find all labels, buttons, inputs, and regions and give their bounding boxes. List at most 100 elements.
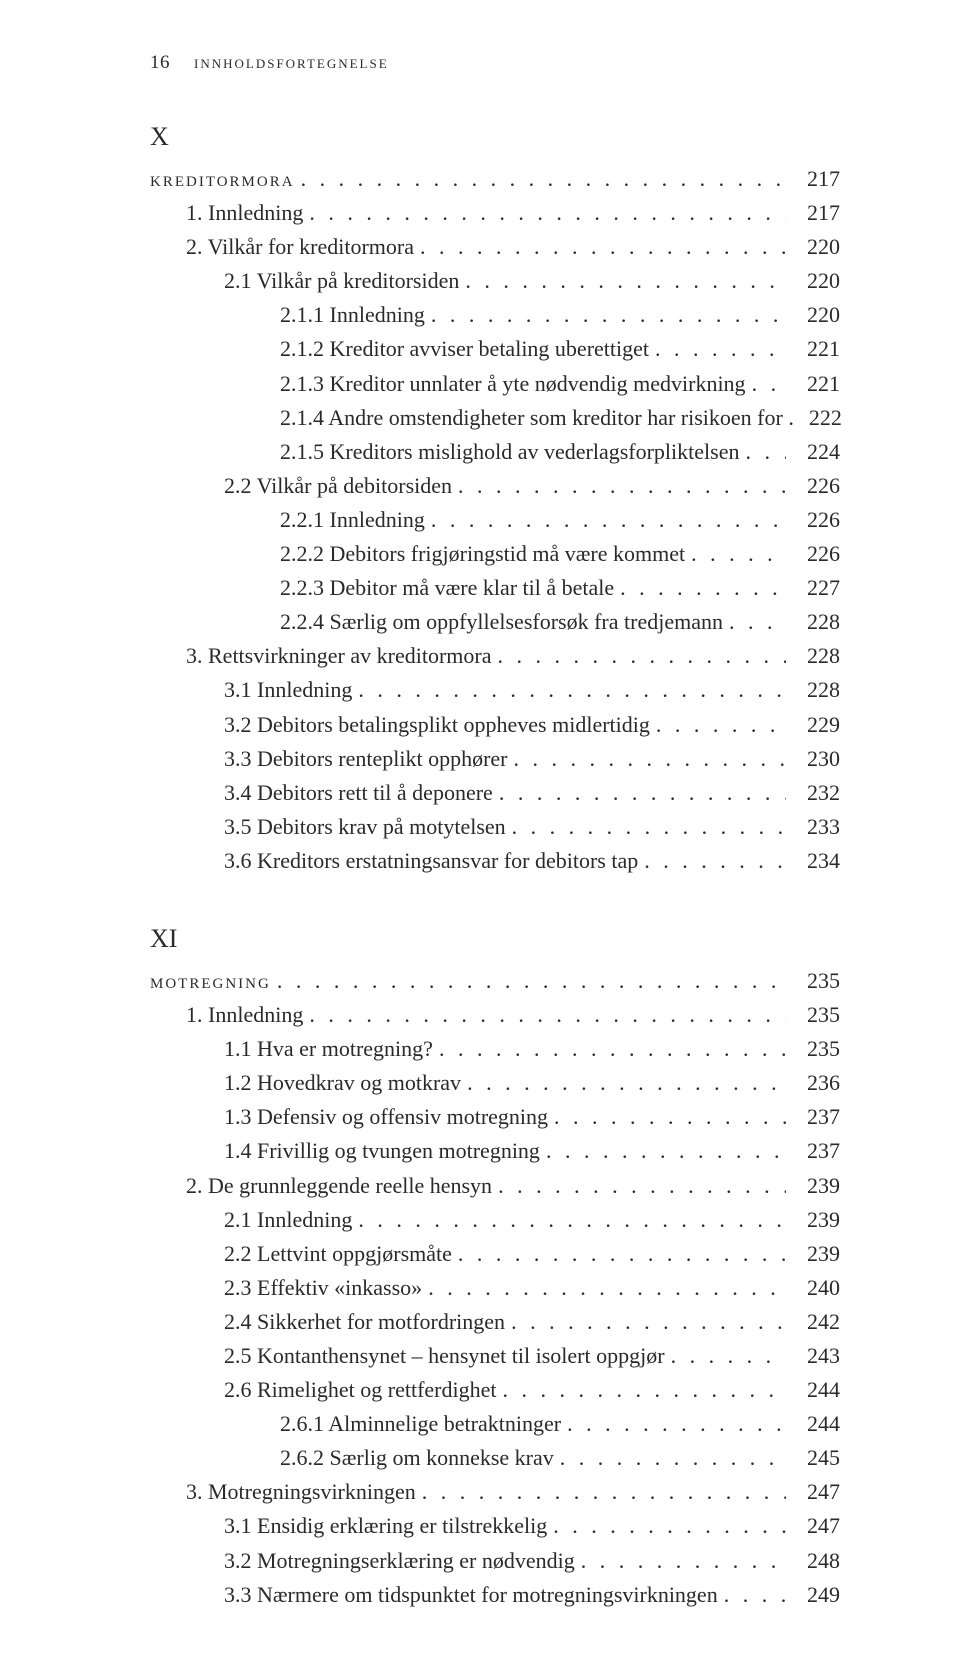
toc-entry-text: 3.6 Kreditors erstatningsansvar for debi… — [224, 844, 638, 878]
toc-page-number: 233 — [792, 810, 840, 844]
toc-page-number: 244 — [792, 1407, 840, 1441]
toc-page-number: 236 — [792, 1066, 840, 1100]
toc-entry: 3.1 Ensidig erklæring er tilstrekkelig 24… — [224, 1509, 840, 1543]
toc-entry: 2.1.2 Kreditor avviser betaling uberetti… — [280, 332, 840, 366]
toc-page-number: 220 — [792, 298, 840, 332]
leader-dots — [499, 776, 786, 810]
toc-entry-text: 2.3 Effektiv «inkasso» — [224, 1271, 422, 1305]
chapter-title: motregning — [150, 964, 271, 998]
toc-entry-text: 2.6.2 Særlig om konnekse krav — [280, 1441, 554, 1475]
toc-page-number: 232 — [792, 776, 840, 810]
toc-page-number: 237 — [792, 1100, 840, 1134]
toc-page-number: 230 — [792, 742, 840, 776]
toc-entry: 1.4 Frivillig og tvungen motregning237 — [224, 1134, 840, 1168]
toc-entry-text: 3.2 Debitors betalingsplikt oppheves mid… — [224, 708, 650, 742]
toc-entry-text: 2.1.4 Andre omstendigheter som kreditor … — [280, 401, 794, 435]
leader-dots — [512, 810, 786, 844]
toc-entry-text: 1.3 Defensiv og offensiv motregning — [224, 1100, 548, 1134]
toc-entry: 2. De grunnleggende reelle hensyn 239 — [186, 1169, 840, 1203]
toc-entry-text: 2.2.3 Debitor må være klar til å betale — [280, 571, 614, 605]
leader-dots — [553, 1509, 786, 1543]
toc-page-number: 248 — [792, 1544, 840, 1578]
toc-page-number: 242 — [792, 1305, 840, 1339]
toc-entry: 3.2 Motregningserklæring er nødvendig 248 — [224, 1544, 840, 1578]
toc-page-number: 228 — [792, 673, 840, 707]
toc-entry-text: 3.2 Motregningserklæring er nødvendig — [224, 1544, 575, 1578]
toc-page-number: 249 — [792, 1578, 840, 1612]
toc-entry: 2.2.4 Særlig om oppfyllelsesforsøk fra t… — [280, 605, 840, 639]
toc-entry: 3.3 Debitors renteplikt opphører230 — [224, 742, 840, 776]
toc-entry-text: 2.6.1 Alminnelige betraktninger — [280, 1407, 561, 1441]
toc-entry: 2.1.1 Innledning220 — [280, 298, 840, 332]
toc-page-number: 239 — [792, 1237, 840, 1271]
toc-entry-text: 2.2.1 Innledning — [280, 503, 425, 537]
toc-entry-text: 3.4 Debitors rett til å deponere — [224, 776, 493, 810]
page-number: 16 — [150, 52, 170, 74]
running-header: 16 innholdsfortegnelse — [150, 52, 840, 74]
toc-entry: 2.1.5 Kreditors mislighold av vederlagsf… — [280, 435, 840, 469]
toc-entry-text: 2.2 Lettvint oppgjørsmåte — [224, 1237, 452, 1271]
leader-dots — [560, 1441, 786, 1475]
document-page: 16 innholdsfortegnelse Xkreditormora2171… — [0, 0, 960, 1672]
leader-dots — [498, 1169, 786, 1203]
toc-entry-text: 2.4 Sikkerhet for motfordringen — [224, 1305, 505, 1339]
leader-dots — [671, 1339, 786, 1373]
leader-dots — [277, 964, 786, 998]
toc-entry: 3.6 Kreditors erstatningsansvar for debi… — [224, 844, 840, 878]
leader-dots — [581, 1544, 786, 1578]
toc-page-number: 221 — [792, 332, 840, 366]
toc-page-number: 247 — [792, 1509, 840, 1543]
toc-entry: 2.5 Kontanthensynet – hensynet til isole… — [224, 1339, 840, 1373]
toc-entry-text: 2.5 Kontanthensynet – hensynet til isole… — [224, 1339, 665, 1373]
toc-page-number: 222 — [794, 401, 842, 435]
toc-page-number: 217 — [792, 162, 840, 196]
toc-page-number: 226 — [792, 469, 840, 503]
leader-dots — [503, 1373, 787, 1407]
toc-page-number: 224 — [792, 435, 840, 469]
toc-entry: 2.6.2 Særlig om konnekse krav245 — [280, 1441, 840, 1475]
leader-dots — [358, 673, 786, 707]
toc-page-number: 244 — [792, 1373, 840, 1407]
toc-entry-text: 3.1 Ensidig erklæring er tilstrekkelig — [224, 1509, 547, 1543]
leader-dots — [644, 844, 786, 878]
leader-dots — [309, 998, 786, 1032]
leader-dots — [420, 230, 786, 264]
toc-entry: 2.2.3 Debitor må være klar til å betale2… — [280, 571, 840, 605]
leader-dots — [465, 264, 786, 298]
toc-entry: 2.1 Vilkår på kreditorsiden220 — [224, 264, 840, 298]
toc-entry: 3.3 Nærmere om tidspunktet for motregnin… — [224, 1578, 840, 1612]
toc-entry: 1.1 Hva er motregning?235 — [224, 1032, 840, 1066]
toc-entry: 2. Vilkår for kreditormora220 — [186, 230, 840, 264]
leader-dots — [511, 1305, 786, 1339]
toc-page-number: 235 — [792, 998, 840, 1032]
leader-dots — [546, 1134, 786, 1168]
chapter-title-row: motregning235 — [150, 964, 840, 998]
leader-dots — [655, 332, 786, 366]
toc-page-number: 228 — [792, 639, 840, 673]
toc-page-number: 229 — [792, 708, 840, 742]
toc-page-number: 217 — [792, 196, 840, 230]
toc-entry-text: 2.1.2 Kreditor avviser betaling uberetti… — [280, 332, 649, 366]
leader-dots — [620, 571, 786, 605]
toc-entry-text: 2. De grunnleggende reelle hensyn — [186, 1169, 492, 1203]
table-of-contents: Xkreditormora2171. Innledning2172. Vilkå… — [150, 122, 840, 1612]
toc-entry-text: 3. Motregningsvirkningen — [186, 1475, 416, 1509]
chapter-title: kreditormora — [150, 162, 295, 196]
toc-entry-text: 1. Innledning — [186, 998, 303, 1032]
leader-dots — [458, 469, 786, 503]
toc-page-number: 221 — [792, 367, 840, 401]
toc-entry: 2.2.2 Debitors frigjøringstid må være ko… — [280, 537, 840, 571]
toc-entry: 1. Innledning 235 — [186, 998, 840, 1032]
leader-dots — [467, 1066, 786, 1100]
leader-dots — [497, 639, 786, 673]
toc-entry-text: 2.2 Vilkår på debitorsiden — [224, 469, 452, 503]
leader-dots — [422, 1475, 786, 1509]
toc-entry-text: 2.1 Innledning — [224, 1203, 352, 1237]
toc-entry: 2.1 Innledning239 — [224, 1203, 840, 1237]
toc-page-number: 239 — [792, 1169, 840, 1203]
leader-dots — [514, 742, 787, 776]
leader-dots — [745, 435, 786, 469]
toc-page-number: 220 — [792, 230, 840, 264]
toc-entry: 2.1.4 Andre omstendigheter som kreditor … — [280, 401, 840, 435]
toc-entry: 3.5 Debitors krav på motytelsen233 — [224, 810, 840, 844]
